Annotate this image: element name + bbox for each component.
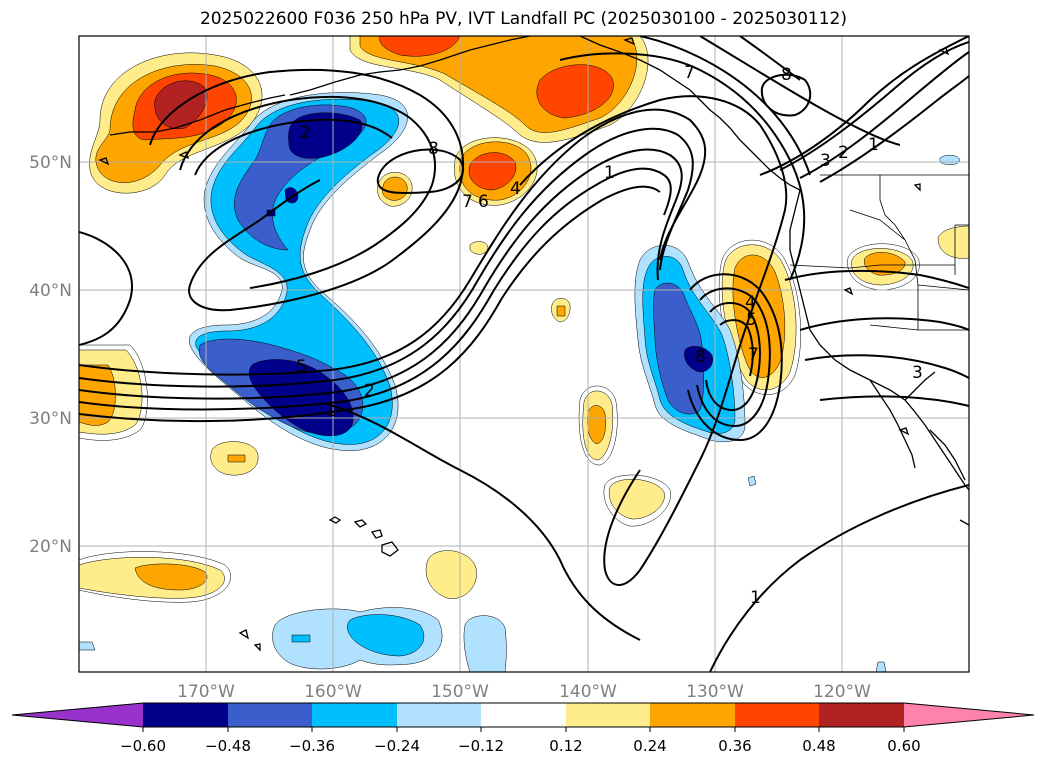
colorbar-left-extension xyxy=(12,703,143,727)
pv-negative-shading xyxy=(79,92,961,672)
islands xyxy=(98,37,950,652)
colorbar: −0.60 −0.48 −0.36 −0.24 −0.12 0.12 0.24 … xyxy=(11,702,1035,755)
colorbar-segment xyxy=(397,703,481,727)
colorbar-tick-label: 0.12 xyxy=(549,737,582,755)
lat-label: 40°N xyxy=(29,281,72,301)
contour-label: 2 xyxy=(364,381,375,401)
colorbar-tick-label: −0.24 xyxy=(374,737,420,755)
contour-label: 4 xyxy=(510,179,521,199)
contour-label: 1 xyxy=(326,401,337,421)
pv-contours xyxy=(79,36,969,672)
lon-label: 130°W xyxy=(686,682,744,702)
pv-positive-shading xyxy=(79,36,969,603)
lon-label: 140°W xyxy=(559,682,617,702)
lon-label: 120°W xyxy=(813,682,871,702)
colorbar-tick-label: 0.36 xyxy=(718,737,751,755)
pv-contour-labels: 8 8 7 6 4 1 2 5 1 4 5 7 8 3 2 1 7 1 3 2 xyxy=(296,63,923,608)
colorbar-tick-label: −0.60 xyxy=(120,737,166,755)
contour-label: 3 xyxy=(820,151,831,171)
political-borders xyxy=(789,174,969,331)
contour-label: 7 xyxy=(748,345,759,365)
contour-label: 5 xyxy=(296,357,307,377)
contour-label: 6 xyxy=(478,192,489,212)
contour-label: 1 xyxy=(868,135,879,155)
map-frame xyxy=(78,35,970,673)
map-title: 2025022600 F036 250 hPa PV, IVT Landfall… xyxy=(199,9,847,29)
colorbar-segment xyxy=(650,703,735,727)
coastlines xyxy=(109,36,969,526)
contour-label: 8 xyxy=(781,65,792,85)
colorbar-segment xyxy=(312,703,397,727)
colorbar-segment xyxy=(566,703,650,727)
colorbar-segment xyxy=(228,703,312,727)
contour-label: 3 xyxy=(912,363,923,383)
contour-label: 1 xyxy=(750,588,761,608)
colorbar-tick-label: −0.36 xyxy=(289,737,335,755)
longitude-labels: 170°W 160°W 150°W 140°W 130°W 120°W xyxy=(177,682,871,702)
latitude-labels: 50°N 40°N 30°N 20°N xyxy=(29,153,72,557)
contour-label: 7 xyxy=(462,192,473,212)
colorbar-tick-label: 0.48 xyxy=(802,737,835,755)
lat-label: 30°N xyxy=(29,409,72,429)
colorbar-right-extension xyxy=(904,703,1034,727)
contour-label: 4 xyxy=(745,293,756,313)
lon-label: 170°W xyxy=(177,682,235,702)
lat-label: 50°N xyxy=(29,153,72,173)
contour-label: 1 xyxy=(604,163,615,183)
contour-label: 2 xyxy=(838,143,849,163)
colorbar-tick-label: 0.24 xyxy=(633,737,666,755)
contour-label: 8 xyxy=(695,347,706,367)
colorbar-segment xyxy=(143,703,228,727)
contour-label: 5 xyxy=(746,310,757,330)
colorbar-tick-label: 0.60 xyxy=(887,737,920,755)
colorbar-segment xyxy=(735,703,819,727)
colorbar-tick-label: −0.12 xyxy=(458,737,504,755)
map-plot-area: 8 8 7 6 4 1 2 5 1 4 5 7 8 3 2 1 7 1 3 2 xyxy=(79,36,969,672)
colorbar-segment xyxy=(819,703,904,727)
lon-label: 150°W xyxy=(431,682,489,702)
contour-label: 7 xyxy=(684,63,695,83)
contour-label: 2 xyxy=(300,123,311,143)
contour-label: 8 xyxy=(428,139,439,159)
lat-label: 20°N xyxy=(29,537,72,557)
colorbar-segment xyxy=(481,703,566,727)
lon-label: 160°W xyxy=(304,682,362,702)
colorbar-tick-label: −0.48 xyxy=(205,737,251,755)
